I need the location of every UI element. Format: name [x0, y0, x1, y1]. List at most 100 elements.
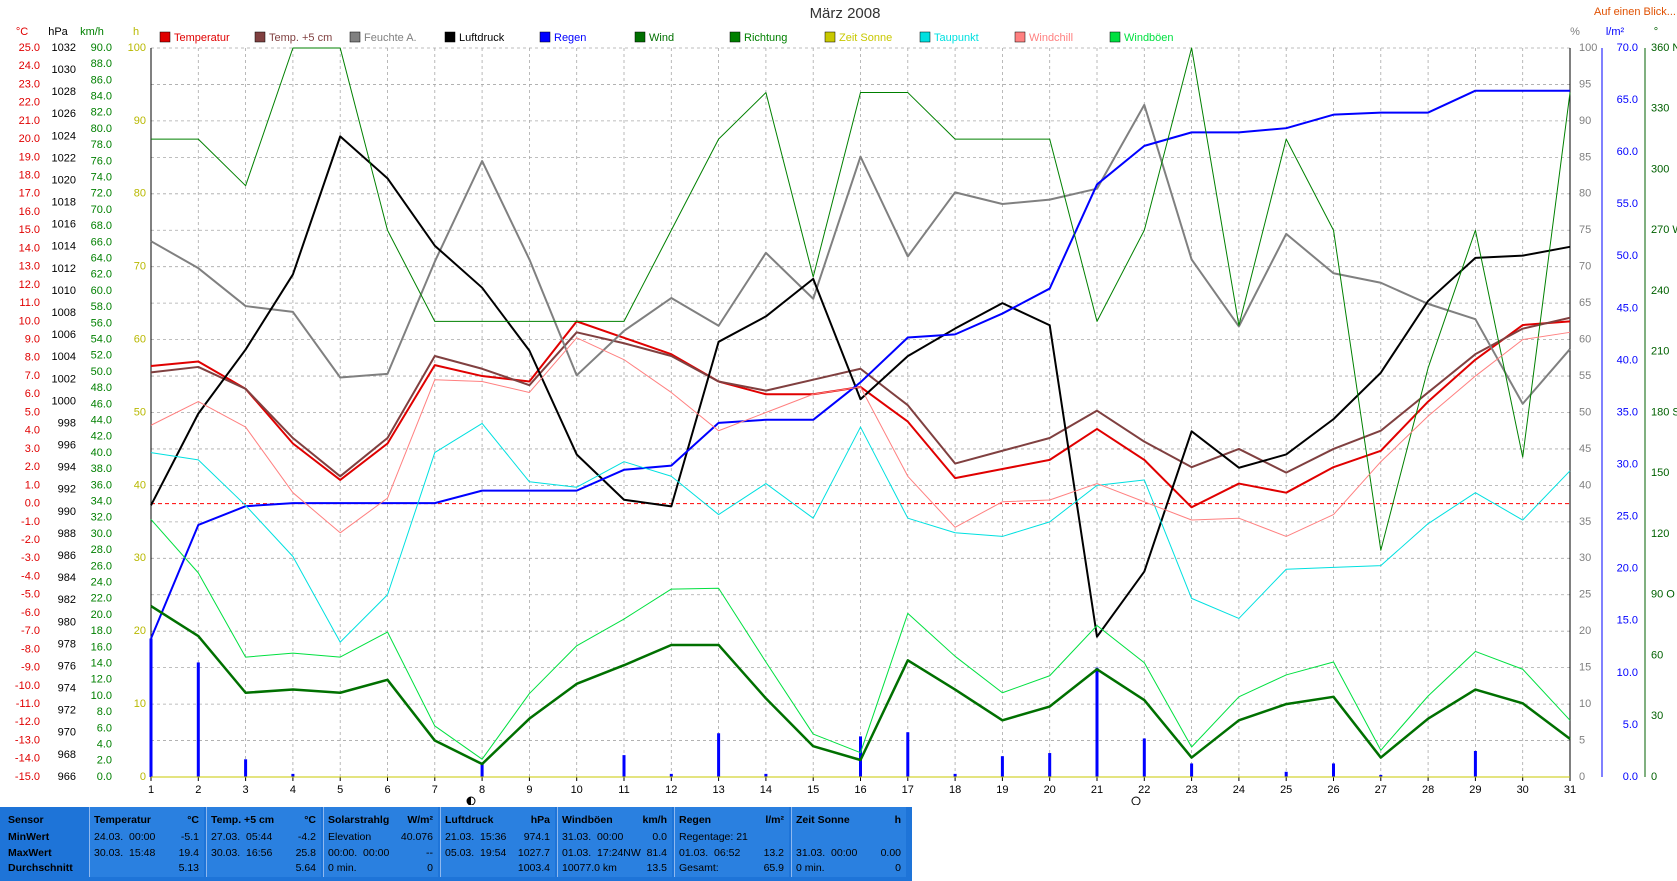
y-tick-label: 10.0 — [19, 315, 40, 327]
y-tick-label: 65 — [1579, 297, 1591, 309]
x-tick-label: 25 — [1280, 784, 1292, 796]
y-tick-label: 240 — [1651, 285, 1669, 297]
y-tick-label: 996 — [58, 440, 76, 452]
y-tick-label: 1022 — [52, 152, 76, 164]
cell-value: -4.2 — [297, 831, 316, 843]
y-tick-label: 55.0 — [1617, 198, 1638, 210]
y-tick-label: 24.0 — [91, 577, 112, 589]
block-header: Temperatur — [94, 814, 151, 826]
y-tick-label: 120 — [1651, 528, 1669, 540]
legend-swatch — [634, 31, 646, 43]
rain-bar — [1000, 756, 1004, 777]
block-header: Regen — [679, 814, 712, 826]
y-tick-label: -8.0 — [21, 643, 40, 655]
cell-label: 31.03. 00:00 — [562, 831, 624, 843]
y-tick-label: 45.0 — [1617, 302, 1638, 314]
y-tick-label: 66.0 — [91, 236, 112, 248]
cell-value: 5.13 — [178, 862, 199, 874]
x-tick-label: 26 — [1327, 784, 1339, 796]
table-block — [791, 807, 906, 877]
y-tick-label: 1002 — [52, 373, 76, 385]
y-tick-label: 48.0 — [91, 382, 112, 394]
legend-swatch — [919, 31, 931, 43]
x-tick-label: 24 — [1233, 784, 1245, 796]
y-tick-label: 45 — [1579, 443, 1591, 455]
rain-bar — [717, 733, 721, 777]
series-line — [150, 519, 1571, 760]
y-tick-label: 300 — [1651, 163, 1669, 175]
y-tick-label: 1018 — [52, 197, 76, 209]
legend-swatch — [349, 31, 361, 43]
table-block — [206, 807, 321, 877]
corner-link[interactable]: Auf einen Blick... — [1594, 6, 1676, 18]
x-tick-label: 1 — [148, 784, 154, 796]
y-tick-label: 966 — [58, 771, 76, 783]
y-tick-label: 10.0 — [1617, 667, 1638, 679]
y-tick-label: -5.0 — [21, 589, 40, 601]
cell-value: 40.076 — [400, 831, 433, 843]
y-tick-label: 984 — [58, 572, 76, 584]
rain-bar — [764, 773, 768, 777]
y-tick-label: 40.0 — [1617, 354, 1638, 366]
y-tick-label: 16.0 — [91, 641, 112, 653]
rain-bar — [149, 638, 153, 777]
cell-label: 24.03. 00:00 — [94, 831, 156, 843]
cell-value: 1027.7 — [517, 847, 550, 859]
y-tick-label: 30 — [134, 552, 146, 564]
cell-label: 0 min. — [796, 862, 825, 874]
rain-bar — [622, 755, 626, 777]
axis-unit: ° — [1654, 26, 1658, 38]
rain-bar — [669, 773, 673, 777]
y-tick-label: 30 — [1651, 710, 1663, 722]
y-tick-label: 5.0 — [25, 406, 40, 418]
y-tick-label: 180 S — [1651, 406, 1677, 418]
chart-title: März 2008 — [810, 5, 881, 22]
rain-bar — [1142, 738, 1146, 777]
table-block — [323, 807, 438, 877]
y-tick-label: 360 N — [1651, 42, 1677, 54]
cell-label: 05.03. 19:54 — [445, 847, 507, 859]
y-tick-label: 12.0 — [91, 674, 112, 686]
x-tick-label: 16 — [854, 784, 866, 796]
cell-value: 0.00 — [880, 847, 901, 859]
y-tick-label: -9.0 — [21, 662, 40, 674]
y-tick-label: -15.0 — [15, 771, 40, 783]
legend-swatch — [1014, 31, 1026, 43]
x-tick-label: 11 — [618, 784, 629, 796]
legend-label: Zeit Sonne — [839, 32, 892, 44]
series-line — [150, 103, 1571, 405]
y-tick-label: 23.0 — [19, 78, 40, 90]
legend-label: Taupunkt — [934, 32, 979, 44]
cell-label: Regentage: 21 — [679, 831, 748, 843]
rain-bar — [1284, 771, 1288, 777]
y-tick-label: 22.0 — [19, 97, 40, 109]
legend-label: Temp. +5 cm — [269, 32, 332, 44]
block-header: Solarstrahlg — [328, 814, 390, 826]
rain-bar — [1095, 667, 1099, 777]
moon-phase — [1131, 796, 1141, 805]
row-label: MaxWert — [8, 847, 52, 859]
series-line — [150, 135, 1571, 638]
cell-label: 01.03. 17:24NW — [562, 847, 641, 859]
y-tick-label: -10.0 — [15, 680, 40, 692]
x-tick-label: 6 — [384, 784, 390, 796]
y-tick-label: 60 — [1579, 334, 1591, 346]
y-tick-label: 70.0 — [1617, 42, 1638, 54]
y-tick-label: 95 — [1579, 78, 1591, 90]
axis-unit: h — [133, 26, 139, 38]
block-unit: h — [894, 814, 901, 826]
y-tick-label: 11.0 — [19, 297, 40, 309]
y-tick-label: 28.0 — [91, 544, 112, 556]
y-tick-label: 6.0 — [97, 722, 112, 734]
x-tick-label: 4 — [290, 784, 296, 796]
y-tick-label: 25.0 — [19, 42, 40, 54]
y-tick-label: 1028 — [52, 86, 76, 98]
legend-swatch — [159, 31, 171, 43]
y-tick-label: 20 — [134, 625, 146, 637]
y-tick-label: 10 — [134, 698, 146, 710]
y-tick-label: 972 — [58, 705, 76, 717]
summary-table: Sensor MinWert MaxWert Durchschnitt Temperat… — [0, 807, 912, 881]
y-tick-label: 16.0 — [19, 206, 40, 218]
cell-value: 65.9 — [763, 862, 784, 874]
block-unit: km/h — [642, 814, 667, 826]
